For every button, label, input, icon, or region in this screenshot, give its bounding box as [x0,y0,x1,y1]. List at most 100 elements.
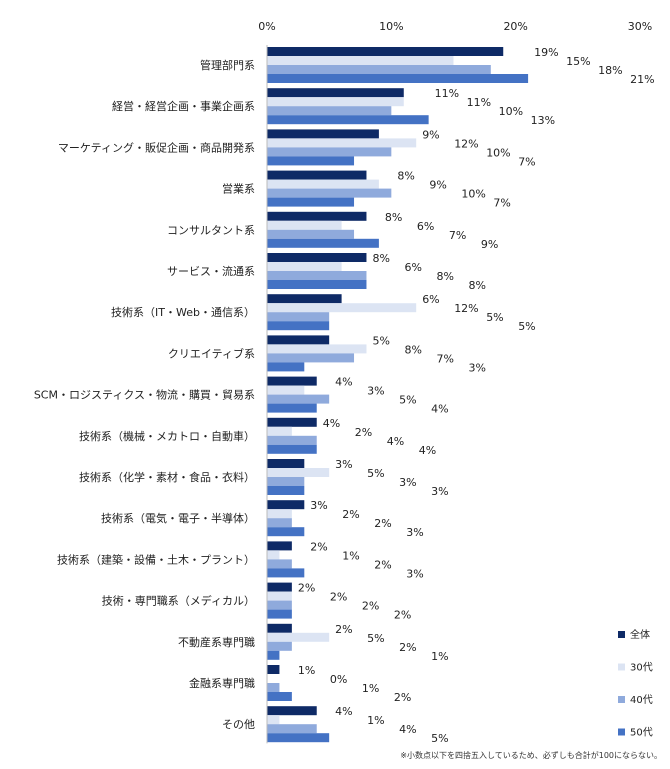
data-label: 9% [429,179,446,192]
bar-2 [267,65,491,74]
bar-3 [267,156,355,166]
bar-0 [267,459,305,468]
category-label: コンサルタント系 [167,224,255,237]
bar-0 [267,582,292,592]
bar-3 [267,238,379,248]
bar-2 [267,271,367,280]
data-label: 12% [454,302,478,315]
bar-2 [267,312,330,322]
category-label: SCM・ロジスティクス・物流・購買・貿易系 [34,388,255,402]
legend-swatch [618,728,625,736]
bar-0 [267,211,367,221]
footnote: ※小数点以下を四捨五入しているため、必ずしも合計が100にならない。 [400,751,662,760]
category-label: 経営・経営企画・事業企画系 [112,99,255,113]
bar-3 [267,74,529,83]
data-label: 5% [367,467,384,480]
bar-1 [267,262,342,271]
data-label: 15% [566,55,590,68]
bar-2 [267,477,305,486]
bar-3 [267,650,280,660]
bar-1 [267,303,417,313]
data-label: 9% [422,128,439,141]
bar-3 [267,197,355,207]
bar-1 [267,179,379,189]
bar-1 [267,97,404,107]
data-label: 8% [385,211,402,224]
bar-3 [267,362,305,372]
bar-2 [267,147,392,157]
data-label: 1% [342,549,359,562]
bar-0 [267,253,367,262]
data-label: 5% [518,320,535,333]
bar-3 [267,115,429,125]
bar-2 [267,106,392,116]
bar-0 [267,88,404,98]
data-label: 6% [404,261,421,274]
data-label: 11% [467,96,491,109]
bar-1 [267,591,292,601]
bar-1 [267,509,292,519]
data-label: 8% [436,270,453,283]
bar-0 [267,335,330,345]
bar-2 [267,435,317,445]
bar-1 [267,468,330,477]
data-label: 7% [518,155,535,168]
legend-label: 50代 [630,727,653,739]
data-label: 21% [630,73,654,86]
data-label: 2% [355,426,372,439]
data-label: 3% [335,458,352,471]
category-label: 技術系（電気・電子・半導体） [101,511,255,525]
bar-0 [267,129,379,139]
category-label: 管理部門系 [200,58,255,72]
bar-1 [267,550,280,560]
data-label: 9% [481,238,498,251]
data-label: 1% [362,682,379,695]
x-tick-label: 30% [628,20,652,33]
data-label: 19% [534,46,558,59]
bar-0 [267,541,292,551]
bar-3 [267,280,367,289]
bar-3 [267,444,317,454]
category-label: 不動産系専門職 [178,635,255,649]
data-label: 5% [486,311,503,324]
category-label: 技術系（化学・素材・食品・衣料） [79,470,255,484]
data-label: 2% [394,609,411,622]
data-label: 2% [374,517,391,530]
data-label: 2% [342,508,359,521]
bar-0 [267,170,367,180]
x-tick-label: 20% [503,20,527,33]
data-label: 5% [399,394,416,407]
bar-1 [267,138,417,148]
legend-swatch [618,663,625,671]
data-label: 2% [394,691,411,704]
bar-3 [267,486,305,495]
bar-3 [267,527,305,537]
bar-0 [267,376,317,386]
data-label: 2% [374,558,391,571]
data-label: 3% [406,567,423,580]
category-label: クリエイティブ系 [168,346,255,360]
bar-3 [267,321,330,331]
data-label: 6% [417,220,434,233]
data-label: 2% [335,623,352,636]
category-label: 金融系専門職 [189,676,255,690]
data-label: 7% [436,352,453,365]
data-label: 1% [431,650,448,663]
data-label: 8% [468,279,485,292]
data-label: 5% [372,334,389,347]
legend-label: 40代 [630,694,653,706]
data-label: 2% [310,540,327,553]
bar-1 [267,426,292,436]
data-label: 4% [335,376,352,389]
bar-2 [267,724,317,734]
legend-label: 全体 [630,628,650,641]
bar-1 [267,220,342,230]
data-label: 4% [399,723,416,736]
category-label: 技術系（建築・設備・土木・プラント） [57,552,255,566]
bar-1 [267,632,330,642]
bar-3 [267,403,317,413]
data-label: 3% [468,361,485,374]
bar-0 [267,500,305,510]
bar-0 [267,417,317,427]
